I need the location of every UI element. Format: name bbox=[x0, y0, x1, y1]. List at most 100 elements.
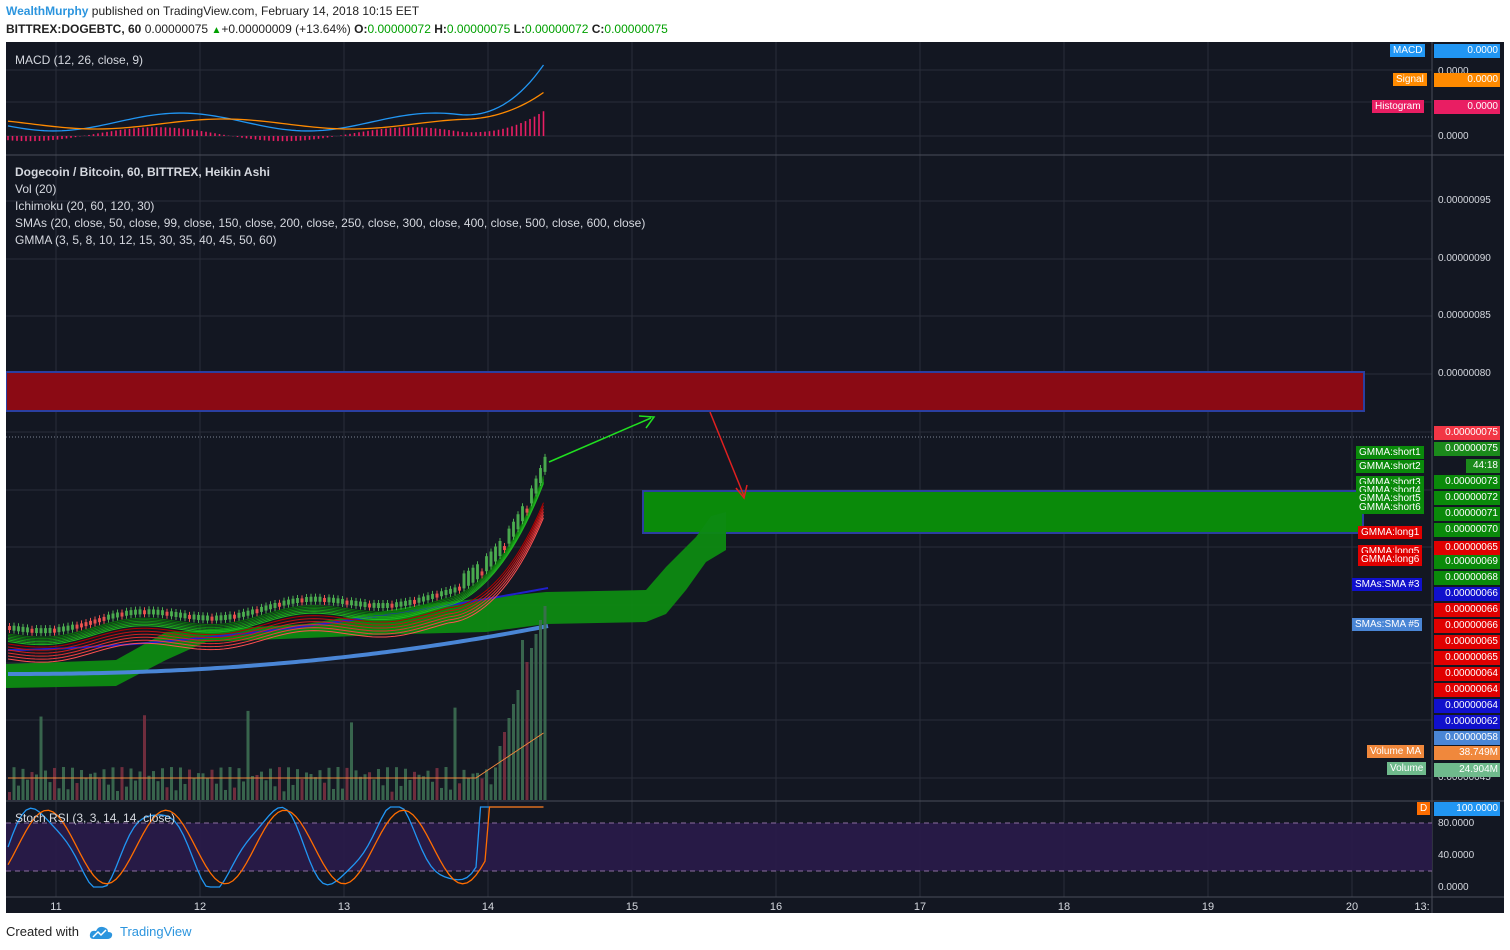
gmma-short2-tag: GMMA:short2 bbox=[1356, 460, 1424, 473]
down-arrow-line bbox=[709, 411, 745, 497]
volume-bar bbox=[318, 770, 322, 800]
candle-body bbox=[84, 622, 88, 627]
candle-body bbox=[543, 456, 547, 472]
candle-body bbox=[75, 624, 79, 629]
up-triangle-icon: ▲ bbox=[211, 25, 222, 36]
candle-body bbox=[539, 468, 542, 484]
volume-bar bbox=[215, 783, 218, 800]
volume-bar bbox=[314, 777, 317, 800]
candle-body bbox=[525, 508, 529, 513]
candle-body bbox=[174, 611, 178, 617]
gmma-long1-tag: GMMA:long1 bbox=[1358, 526, 1423, 539]
candle-body bbox=[480, 571, 484, 576]
candle-body bbox=[273, 602, 277, 608]
price-tag: 0.00000069 bbox=[1434, 555, 1500, 569]
candle-body bbox=[332, 597, 335, 603]
gmma-short-line bbox=[7, 478, 544, 641]
gmma-short-line bbox=[7, 477, 544, 640]
volume-bar bbox=[485, 769, 488, 800]
candle-body bbox=[354, 600, 358, 606]
volume-bar bbox=[309, 774, 313, 800]
volume-bar bbox=[188, 769, 191, 800]
volume-bar bbox=[12, 767, 16, 800]
down-arrow-head bbox=[735, 484, 748, 500]
volume-bar bbox=[192, 778, 196, 800]
candle-body bbox=[120, 612, 124, 617]
histogram-tag: Histogram bbox=[1372, 100, 1424, 113]
candle-body bbox=[66, 625, 70, 631]
volume-bar bbox=[75, 783, 79, 800]
candle-body bbox=[102, 616, 106, 621]
candle-body bbox=[170, 611, 173, 617]
volume-bar bbox=[116, 790, 119, 800]
stoch-value-tag: 100.0000 bbox=[1434, 802, 1500, 816]
countdown-tag: 44:18 bbox=[1466, 459, 1500, 473]
volume-bar bbox=[489, 784, 493, 800]
volume-bar bbox=[143, 715, 146, 800]
price-tag: 0.00000065 bbox=[1434, 635, 1500, 649]
price-tag: 0.00000068 bbox=[1434, 571, 1500, 585]
price-tag: 0.00000062 bbox=[1434, 715, 1500, 729]
candle-body bbox=[282, 600, 286, 606]
volume-bar bbox=[368, 772, 371, 800]
candle-body bbox=[251, 609, 254, 615]
candle-body bbox=[228, 614, 232, 620]
gmma-long-line bbox=[7, 505, 544, 651]
volume-bar bbox=[89, 773, 92, 800]
candle-body bbox=[395, 602, 398, 608]
chart-area[interactable]: MACD (12, 26, close, 9) Dogecoin / Bitco… bbox=[6, 42, 1504, 913]
volume-bar bbox=[395, 767, 398, 800]
gmma-long-line bbox=[7, 502, 544, 648]
volume-bar bbox=[35, 774, 38, 800]
x-tick: 18 bbox=[1057, 901, 1071, 913]
volume-bar bbox=[413, 771, 416, 800]
volume-bar bbox=[237, 768, 241, 800]
candle-body bbox=[516, 514, 520, 530]
volume-bar bbox=[377, 768, 380, 800]
candle-body bbox=[386, 602, 389, 608]
candle-body bbox=[453, 587, 457, 593]
tradingview-link[interactable]: TradingView bbox=[120, 924, 192, 939]
volume-bar bbox=[498, 746, 502, 800]
price-tag: 0.00000075 bbox=[1434, 426, 1500, 440]
volume-bar bbox=[404, 768, 407, 800]
candle-body bbox=[498, 541, 502, 557]
volume-bar bbox=[98, 778, 101, 800]
x-tick: 20 bbox=[1345, 901, 1359, 913]
volume-tag: Volume bbox=[1387, 762, 1427, 775]
gmma-short-line bbox=[7, 475, 544, 638]
candle-body bbox=[161, 610, 164, 616]
support-zone bbox=[642, 490, 1364, 534]
volume-bar bbox=[278, 767, 281, 800]
volume-bar bbox=[255, 774, 259, 800]
candle-body bbox=[98, 618, 101, 623]
volume-bar bbox=[111, 767, 115, 800]
sma5-line bbox=[7, 624, 549, 676]
price-tag: 0.00000066 bbox=[1434, 587, 1500, 601]
gmma-short-line bbox=[7, 480, 544, 643]
price-tag: 0.00000071 bbox=[1434, 507, 1500, 521]
volume-bar bbox=[161, 768, 164, 800]
price-axis-090: 0.00000090 bbox=[1438, 253, 1491, 264]
stoch-d-line bbox=[7, 806, 544, 885]
candle-body bbox=[444, 590, 448, 596]
volume-bar bbox=[503, 732, 506, 800]
volume-bar bbox=[129, 768, 133, 800]
candle-body bbox=[462, 573, 466, 589]
volume-bar bbox=[359, 776, 362, 800]
chart-canvas[interactable] bbox=[6, 42, 1504, 913]
volume-bar bbox=[507, 718, 511, 800]
author-link[interactable]: WealthMurphy bbox=[6, 4, 89, 18]
volume-bar bbox=[21, 768, 25, 800]
volume-bar bbox=[246, 710, 250, 800]
candle-body bbox=[381, 603, 385, 609]
volume-bar bbox=[417, 774, 421, 800]
volume-bar bbox=[323, 782, 326, 800]
candle-body bbox=[408, 599, 412, 605]
volume-bar bbox=[170, 767, 173, 800]
candle-body bbox=[192, 614, 196, 620]
candle-body bbox=[534, 478, 538, 494]
resistance-zone bbox=[6, 371, 1365, 412]
volume-bar bbox=[228, 767, 232, 800]
candle-body bbox=[435, 593, 439, 598]
